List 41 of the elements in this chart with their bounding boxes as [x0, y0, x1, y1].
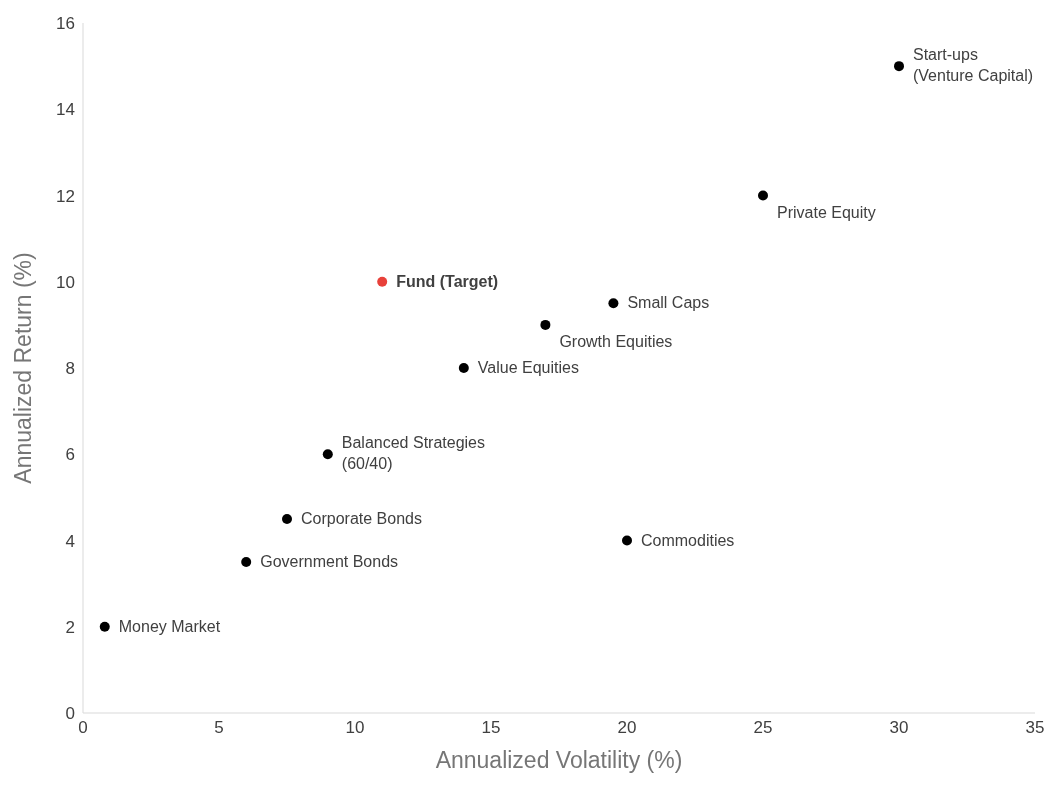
- x-tick-label: 0: [78, 718, 88, 738]
- y-tick-label: 0: [65, 704, 75, 724]
- point: [458, 363, 469, 373]
- annotation: Commodities: [641, 531, 735, 549]
- point: [99, 621, 110, 632]
- x-tick-label: 15: [481, 718, 501, 738]
- y-tick-label: 14: [56, 100, 75, 120]
- x-tick-label: 35: [1025, 718, 1045, 738]
- y-tick-label: 8: [65, 359, 75, 379]
- point: [608, 298, 619, 309]
- point: [894, 61, 904, 72]
- annotation: Value Equities: [477, 359, 579, 376]
- annotation: Private Equity: [777, 203, 876, 221]
- x-tick-label: 30: [889, 718, 909, 738]
- y-tick-label: 16: [56, 14, 75, 34]
- annotation: Growth Equities: [559, 332, 673, 350]
- y-tick-label: 10: [56, 272, 75, 292]
- point: [241, 557, 252, 568]
- series-label: Fund (Target): [396, 272, 499, 290]
- y-tick-label: 4: [65, 531, 75, 551]
- y-tick-label: 12: [56, 186, 75, 206]
- annotation: Small Caps: [627, 294, 710, 312]
- annotation: Balanced Strategies (60/40): [341, 434, 485, 473]
- point: [540, 319, 551, 330]
- x-tick-label: 5: [214, 718, 224, 738]
- x-tick-label: 25: [753, 718, 773, 738]
- point: [377, 276, 388, 287]
- annotation: Corporate Bonds: [301, 509, 422, 527]
- annotation: Money Market: [118, 617, 221, 635]
- y-tick-label: 2: [65, 617, 75, 637]
- point: [622, 535, 632, 546]
- point: [322, 449, 333, 460]
- point: [282, 513, 292, 524]
- y-tick-label: 6: [65, 445, 75, 465]
- x-axis-title: Annualized Volatility (%): [435, 747, 683, 773]
- annotation: Government Bonds: [260, 553, 399, 571]
- x-tick-label: 20: [617, 718, 637, 738]
- y-axis-title: Annualized Return (%): [10, 252, 37, 484]
- x-tick-label: 10: [345, 718, 365, 738]
- annotation: Start-ups (Venture Capital): [913, 46, 1034, 85]
- point: [758, 190, 768, 201]
